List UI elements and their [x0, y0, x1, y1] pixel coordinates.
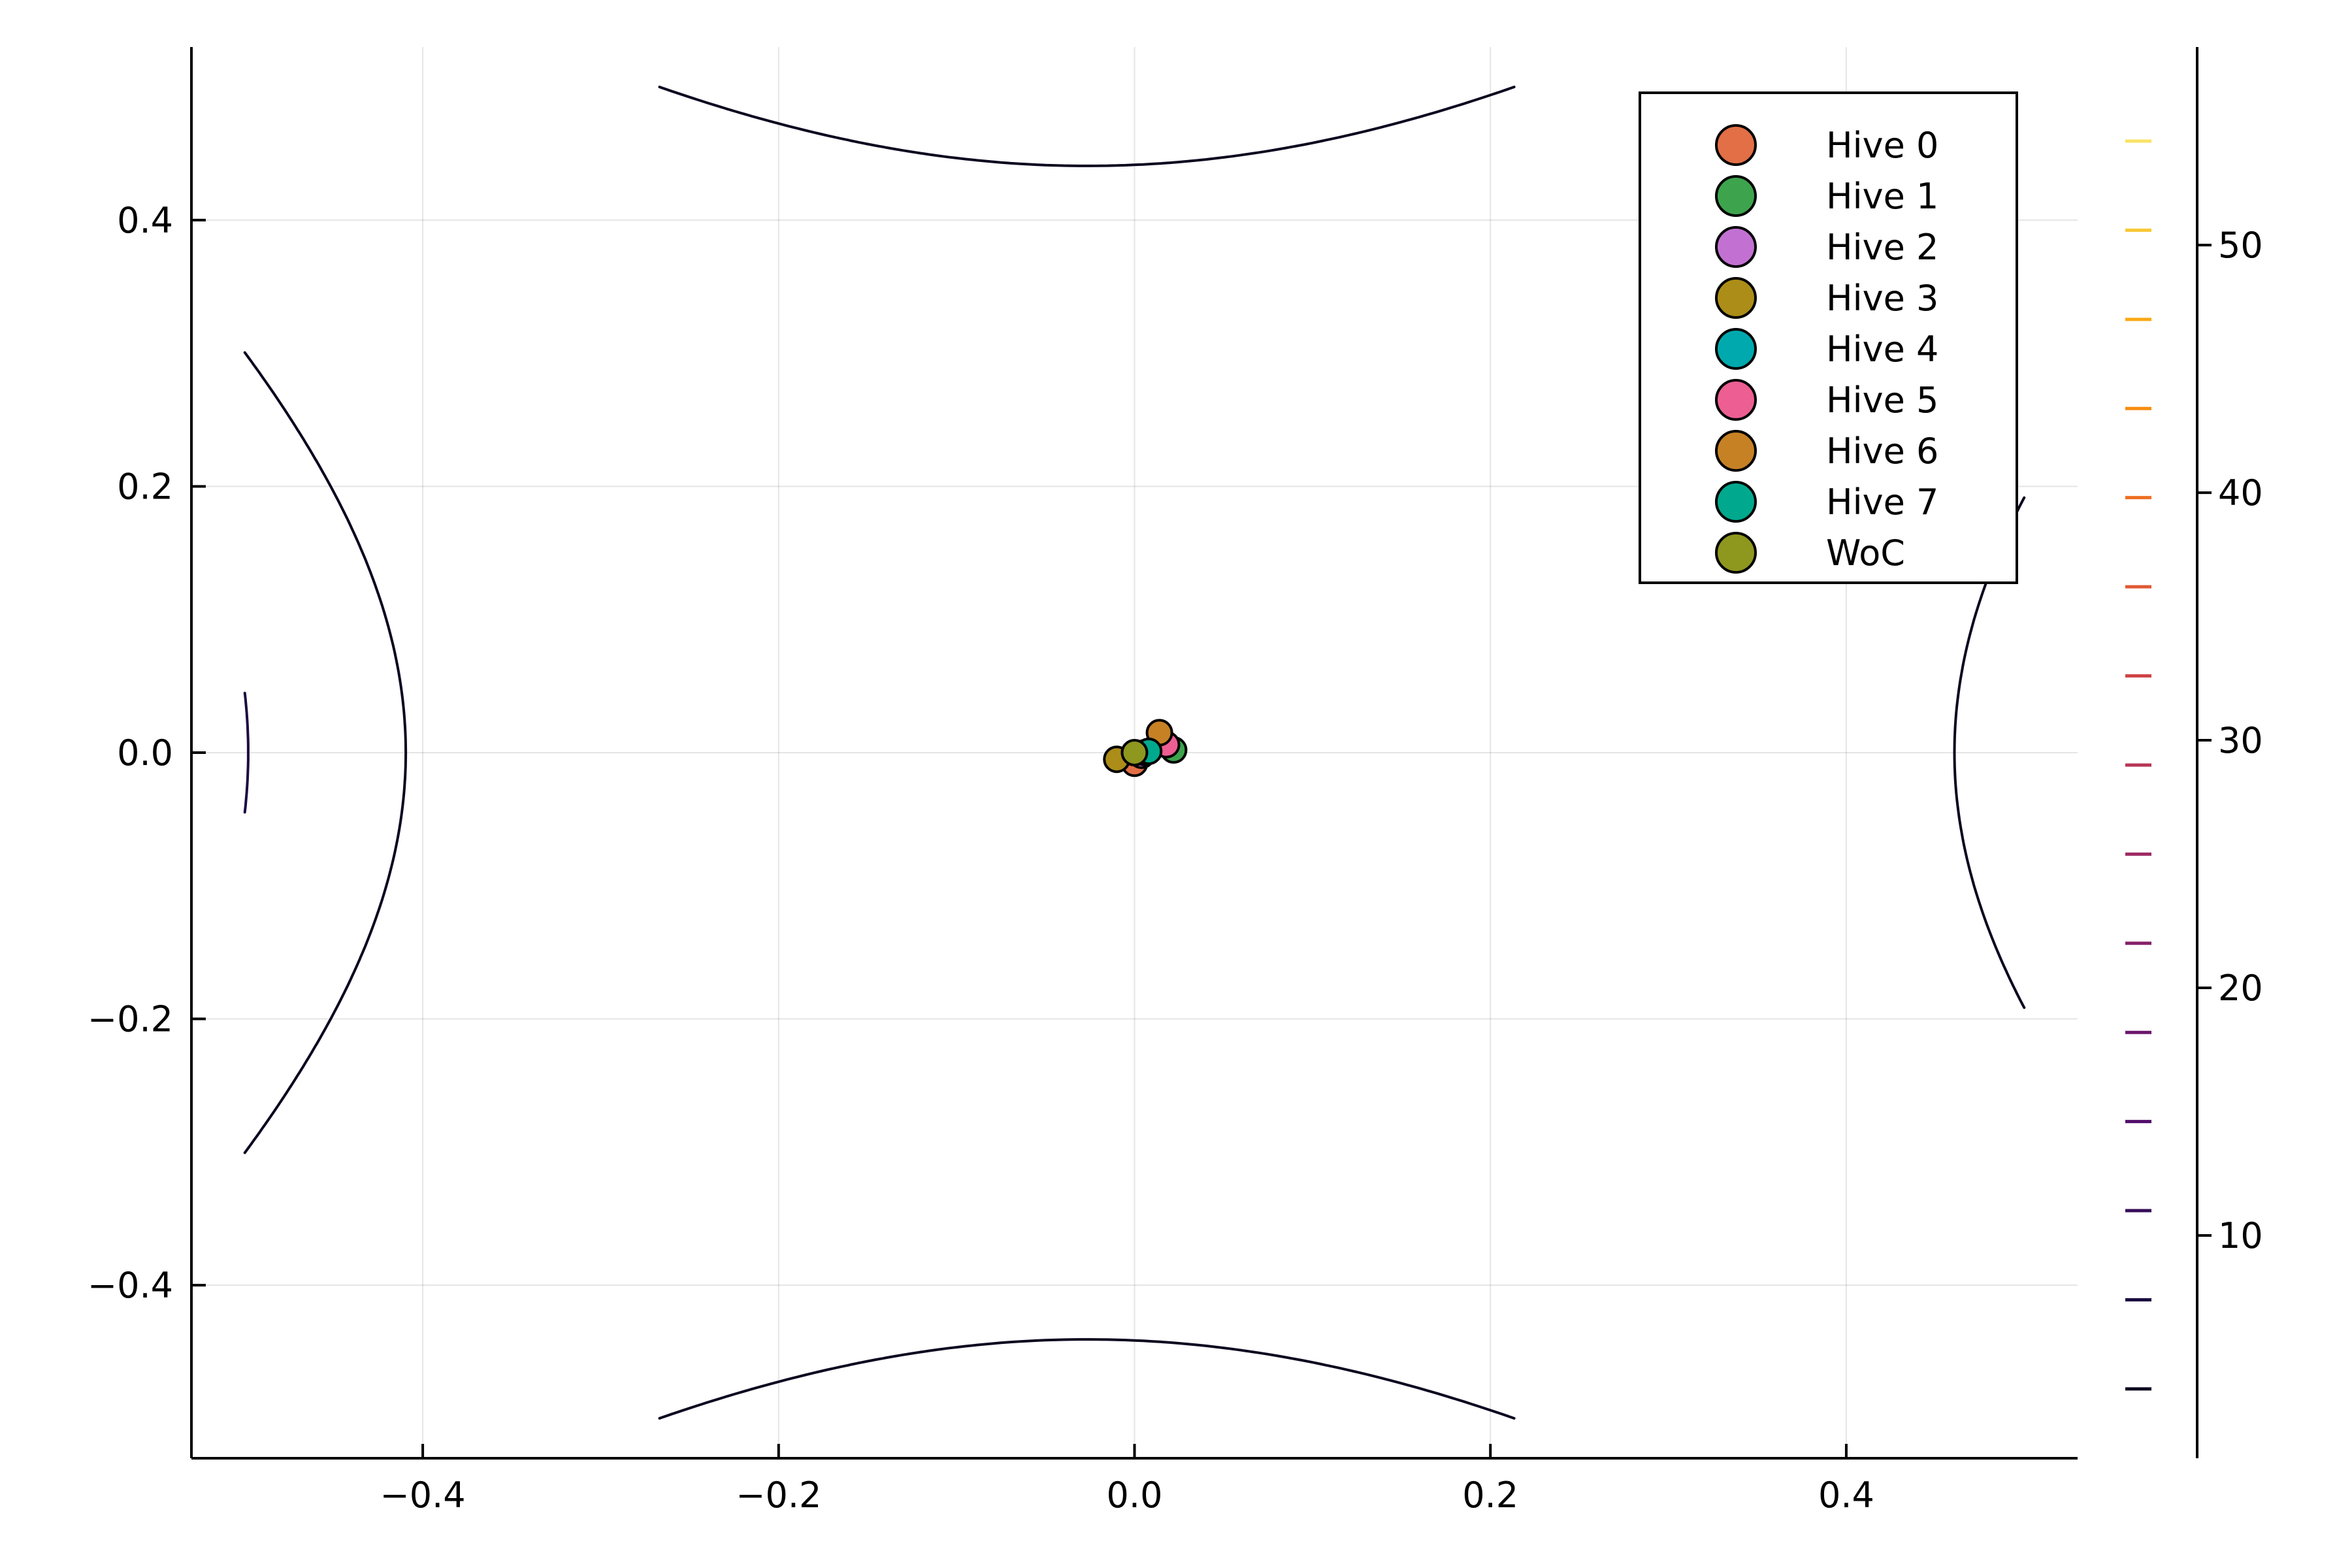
colorbar-tick-label: 50 [2218, 225, 2263, 266]
contour-line [243, 86, 2026, 1420]
legend-label: Hive 3 [1826, 278, 1938, 319]
data-points [1103, 719, 1188, 777]
legend-marker [1715, 481, 1757, 523]
legend-label: Hive 2 [1826, 227, 1938, 268]
legend-label: Hive 4 [1826, 329, 1938, 370]
legend-marker [1715, 532, 1757, 574]
x-tick-label: 0.2 [1462, 1475, 1518, 1516]
legend-marker [1715, 124, 1757, 166]
legend-label: Hive 6 [1826, 431, 1938, 472]
x-tick-label: 0.4 [1818, 1475, 1874, 1516]
y-tick-label: 0.4 [117, 200, 173, 241]
legend-label: Hive 0 [1826, 125, 1938, 166]
legend: Hive 0 Hive 1 Hive 2 Hive 3 Hive 4 Hive 5 Hive… [1639, 91, 2018, 584]
legend-label: WoC [1826, 532, 1905, 574]
axes: −0.4 −0.2 0.0 0.2 0.4 −0.4 −0.2 0.0 0.2 0.4 [88, 47, 2078, 1516]
legend-marker [1715, 226, 1757, 268]
legend-marker [1715, 430, 1757, 472]
legend-label: Hive 5 [1826, 380, 1938, 421]
x-tick-label: −0.2 [736, 1475, 821, 1516]
colorbar-tick-label: 40 [2218, 472, 2263, 514]
colorbar-tick-label: 20 [2218, 968, 2263, 1009]
point-woc [1120, 739, 1149, 766]
colorbar-tick-label: 30 [2218, 720, 2263, 761]
x-tick-label: −0.4 [380, 1475, 466, 1516]
contour-line [243, 691, 250, 814]
colorbar: 10 20 30 40 50 [2125, 47, 2263, 1458]
legend-label: Hive 1 [1826, 176, 1938, 217]
y-tick-label: 0.0 [117, 732, 173, 774]
legend-marker [1715, 379, 1757, 421]
contour-lines [243, 86, 2026, 1420]
y-tick-label: −0.4 [88, 1265, 173, 1306]
legend-marker [1715, 175, 1757, 217]
y-tick-label: −0.2 [88, 999, 173, 1040]
legend-box [1639, 91, 2018, 584]
y-tick-label: 0.2 [117, 466, 173, 507]
legend-marker [1715, 277, 1757, 319]
legend-marker [1715, 328, 1757, 370]
legend-label: Hive 7 [1826, 482, 1938, 523]
x-tick-label: 0.0 [1107, 1475, 1163, 1516]
colorbar-tick-label: 10 [2218, 1215, 2263, 1256]
